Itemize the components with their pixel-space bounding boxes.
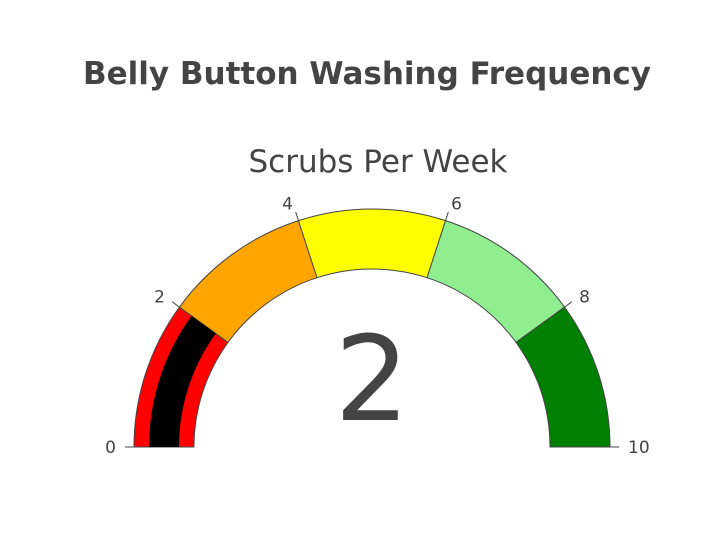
- gauge-value-bar-group: [149, 315, 216, 447]
- gauge-value-number: 2: [334, 310, 409, 448]
- gauge-step-2: [297, 208, 447, 279]
- gauge-tick-1: [171, 301, 180, 308]
- gauge-tick-4: [564, 301, 573, 308]
- gauge-subtitle: Scrubs Per Week: [249, 144, 508, 180]
- gauge-tick-3: [445, 211, 449, 221]
- gauge-value-bar: [149, 315, 216, 447]
- gauge-tick-label-2: 4: [282, 195, 293, 215]
- gauge-step-4: [515, 306, 611, 448]
- chart-title: Belly Button Washing Frequency: [82, 56, 652, 92]
- gauge-axis: 0 2 4 6 8 10: [105, 195, 649, 458]
- gauge-tick-label-4: 8: [579, 288, 590, 308]
- gauge-tick-label-0: 0: [105, 438, 116, 458]
- gauge-tick-label-3: 6: [451, 195, 462, 215]
- gauge-tick-label-5: 10: [628, 438, 650, 458]
- gauge-tick-label-1: 2: [154, 288, 165, 308]
- gauge-tick-2: [295, 211, 299, 221]
